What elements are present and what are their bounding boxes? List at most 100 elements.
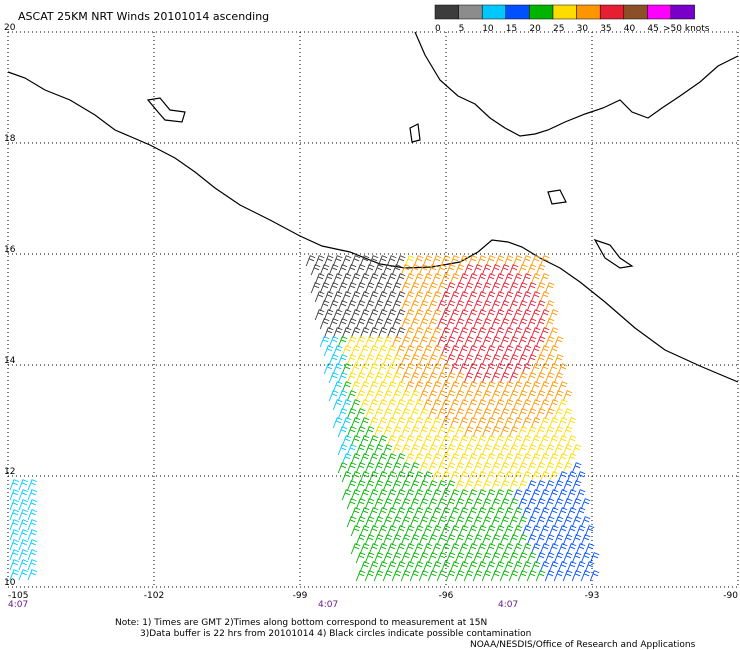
wind-barb <box>9 519 20 531</box>
wind-barb <box>359 525 370 537</box>
wind-barb <box>27 549 38 561</box>
wind-barb <box>481 264 492 276</box>
wind-barb <box>355 390 366 402</box>
wind-barb <box>350 525 361 537</box>
wind-barb <box>409 390 420 402</box>
wind-barb <box>431 543 442 555</box>
wind-barb <box>566 561 577 573</box>
wind-barb <box>553 390 564 402</box>
wind-barb <box>440 363 451 375</box>
wind-barb <box>467 345 478 357</box>
wind-barb <box>377 507 388 519</box>
wind-barb <box>310 282 321 294</box>
wind-barb <box>553 516 564 528</box>
wind-barb <box>512 255 523 267</box>
wind-barb <box>328 264 339 276</box>
wind-barb <box>431 291 442 303</box>
wind-barb <box>364 372 375 384</box>
wind-barb <box>454 336 465 348</box>
wind-barb <box>530 561 541 573</box>
wind-barb <box>458 561 469 573</box>
wind-barb <box>503 417 514 429</box>
wind-barb <box>418 390 429 402</box>
wind-barb <box>490 264 501 276</box>
lat-label: 14 <box>4 356 16 366</box>
wind-barb <box>382 354 393 366</box>
wind-barb <box>458 543 469 555</box>
wind-barb <box>319 282 330 294</box>
wind-barb <box>368 543 379 555</box>
lon-label: -90 <box>723 591 738 601</box>
wind-barb <box>422 381 433 393</box>
wind-barb <box>409 444 420 456</box>
wind-barb <box>553 570 564 582</box>
wind-barb <box>328 390 339 402</box>
wind-barb <box>512 435 523 447</box>
wind-barb <box>400 390 411 402</box>
wind-barb <box>562 462 573 474</box>
wind-barb <box>512 291 523 303</box>
wind-barb <box>328 336 339 348</box>
wind-barb <box>431 417 442 429</box>
wind-barb <box>458 507 469 519</box>
wind-barb <box>9 559 20 571</box>
wind-barb <box>539 327 550 339</box>
wind-barb <box>445 372 456 384</box>
wind-barb <box>530 363 541 375</box>
wind-barb <box>521 543 532 555</box>
legend-swatch <box>599 4 625 20</box>
wind-barb <box>436 516 447 528</box>
wind-barb <box>521 435 532 447</box>
wind-barb <box>427 282 438 294</box>
wind-barb <box>27 479 38 491</box>
wind-barb <box>409 552 420 564</box>
wind-barb <box>544 480 555 492</box>
legend-label: 40 <box>624 24 636 34</box>
wind-barb <box>391 264 402 276</box>
wind-barb <box>427 264 438 276</box>
wind-barb <box>386 399 397 411</box>
wind-barb <box>503 543 514 555</box>
wind-barb <box>454 318 465 330</box>
wind-barb <box>530 417 541 429</box>
wind-barb <box>521 489 532 501</box>
wind-barb <box>395 507 406 519</box>
wind-barb <box>485 417 496 429</box>
wind-barb <box>535 282 546 294</box>
wind-barb <box>467 273 478 285</box>
wind-barb <box>418 516 429 528</box>
wind-barb <box>409 408 420 420</box>
wind-barb <box>427 390 438 402</box>
wind-barb <box>517 282 528 294</box>
wind-barb <box>490 462 501 474</box>
wind-barb <box>359 417 370 429</box>
wind-barb <box>539 363 550 375</box>
wind-barb <box>391 354 402 366</box>
wind-barb <box>427 570 438 582</box>
wind-barb <box>476 543 487 555</box>
wind-barb <box>521 471 532 483</box>
wind-barb <box>526 498 537 510</box>
wind-barb <box>373 390 384 402</box>
wind-barb <box>368 381 379 393</box>
wind-barb <box>413 381 424 393</box>
wind-barb <box>490 300 501 312</box>
wind-barb <box>476 363 487 375</box>
wind-barb <box>476 435 487 447</box>
wind-barb <box>418 570 429 582</box>
legend-label: >50 knots <box>663 24 710 34</box>
wind-barb <box>377 471 388 483</box>
wind-barb <box>445 282 456 294</box>
wind-barb <box>566 489 577 501</box>
wind-barb <box>332 291 343 303</box>
wind-barb <box>350 507 361 519</box>
wind-barb <box>359 507 370 519</box>
wind-barb <box>539 291 550 303</box>
wind-barb <box>535 336 546 348</box>
wind-barb <box>449 291 460 303</box>
wind-barb <box>341 327 352 339</box>
wind-barb <box>535 372 546 384</box>
wind-barb <box>454 480 465 492</box>
wind-barb <box>27 489 38 501</box>
wind-barb <box>449 507 460 519</box>
